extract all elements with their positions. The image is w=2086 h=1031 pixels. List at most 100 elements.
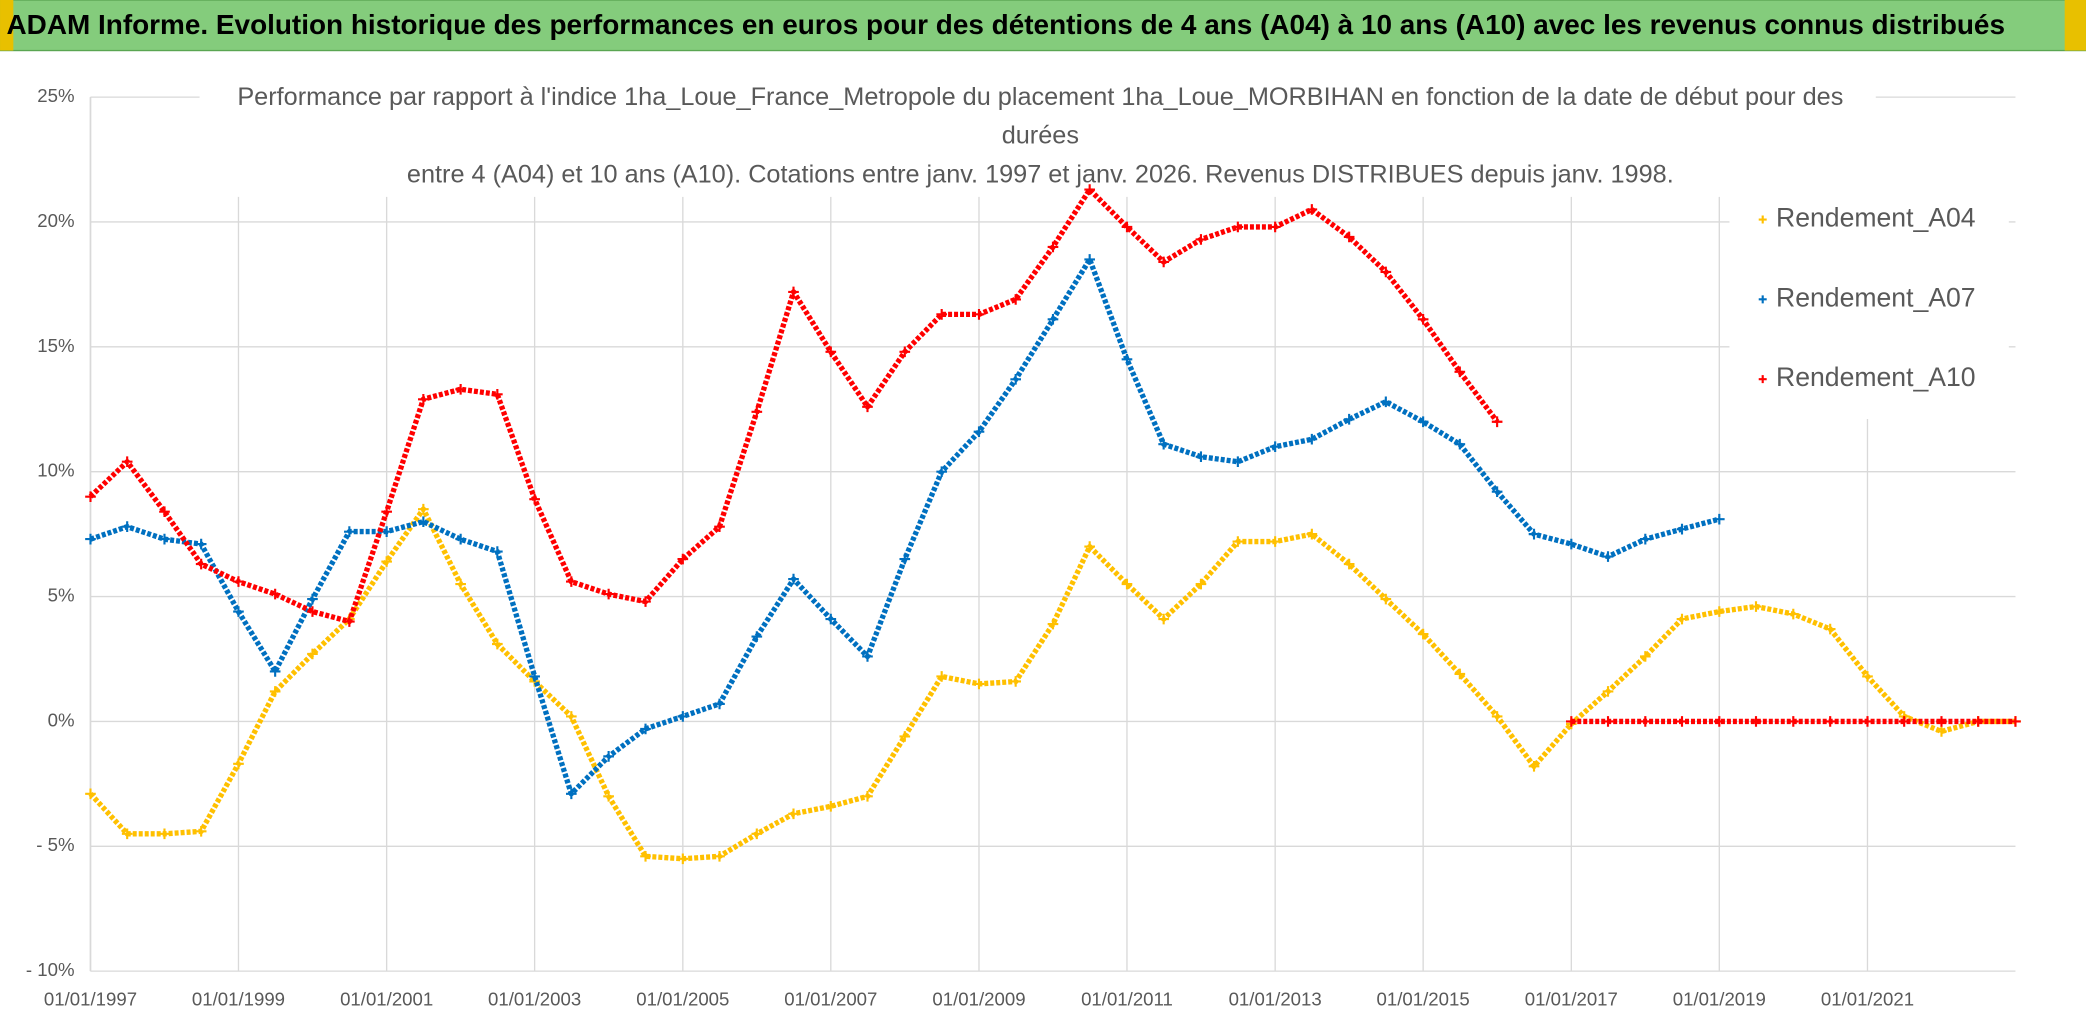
point: [825, 613, 837, 625]
point: [1824, 716, 1836, 727]
point: [1306, 204, 1318, 215]
point: [1758, 375, 1767, 384]
point: [1343, 413, 1355, 425]
point: [1232, 221, 1244, 233]
point: [1417, 416, 1429, 428]
point: [936, 671, 948, 682]
y-tick-label: 10%: [37, 460, 74, 481]
point: [1898, 716, 1910, 727]
point: [714, 850, 725, 862]
legend-label: Rendement_A04: [1776, 203, 1976, 233]
point: [455, 533, 466, 545]
x-tick-label: 01/01/2021: [1821, 988, 1914, 1009]
point: [973, 426, 985, 438]
point: [1787, 716, 1799, 727]
y-tick-label: 5%: [48, 584, 75, 605]
point: [640, 850, 651, 862]
point: [862, 791, 873, 802]
point: [1454, 366, 1466, 378]
point: [1862, 671, 1873, 682]
point: [751, 631, 763, 642]
legend: Rendement_A04 Rendement_A07 Rendement_A10: [1758, 203, 1976, 392]
point: [1417, 314, 1429, 325]
banner: [0, 0, 2086, 52]
point: [195, 558, 207, 570]
y-tick-label: - 10%: [26, 959, 75, 980]
point: [1491, 711, 1503, 722]
point: [1269, 441, 1281, 453]
point: [1047, 314, 1059, 325]
series-line: [88, 506, 2016, 862]
point: [159, 828, 170, 840]
banner-edge: [2064, 0, 2086, 51]
chart-title: entre 4 (A04) et 10 ans (A10). Cotations…: [407, 160, 1674, 188]
point: [1306, 433, 1318, 445]
point: [85, 788, 96, 800]
point: [529, 671, 540, 682]
point: [2010, 716, 2021, 727]
point: [1639, 651, 1651, 662]
point: [1528, 761, 1540, 772]
y-tick-label: 0%: [48, 709, 75, 730]
point: [1676, 523, 1688, 535]
legend-label: Rendement_A10: [1776, 362, 1976, 392]
point: [1158, 438, 1169, 450]
point: [195, 825, 207, 837]
point: [1269, 536, 1281, 547]
x-tick-label: 01/01/2005: [636, 988, 729, 1009]
point: [1121, 353, 1133, 365]
point: [1750, 716, 1762, 727]
point: [418, 503, 429, 515]
point: [1232, 536, 1244, 547]
chart-title: durées: [1002, 122, 1079, 150]
point: [1454, 438, 1466, 450]
point: [640, 723, 651, 735]
banner-edge: [0, 0, 14, 51]
point: [677, 711, 689, 722]
point: [899, 731, 911, 742]
point: [825, 800, 837, 812]
banner-title: ADAM Informe. Evolution historique des p…: [7, 9, 2006, 40]
point: [1787, 608, 1799, 620]
title-backdrop: [199, 77, 1876, 197]
point: [1084, 541, 1095, 552]
point: [1010, 676, 1021, 687]
point: [233, 758, 244, 770]
y-tick-label: 20%: [37, 210, 74, 231]
point: [640, 596, 651, 607]
x-tick-label: 01/01/2013: [1229, 988, 1322, 1009]
plot: [85, 184, 2021, 865]
point: [455, 578, 466, 590]
point: [973, 309, 985, 320]
point: [85, 491, 96, 502]
point: [1047, 241, 1059, 253]
point: [603, 751, 614, 762]
point: [1602, 716, 1614, 727]
point: [1639, 716, 1651, 727]
point: [788, 573, 799, 585]
point: [1047, 618, 1059, 630]
point: [1602, 686, 1614, 697]
point: [825, 346, 837, 358]
point: [1380, 266, 1392, 278]
point: [1713, 513, 1725, 525]
point: [307, 648, 318, 660]
point: [344, 616, 355, 627]
point: [677, 853, 689, 865]
point: [269, 588, 281, 600]
x-tick-label: 01/01/2015: [1377, 988, 1470, 1009]
point: [936, 466, 948, 478]
point: [1936, 716, 1947, 727]
point: [121, 521, 133, 532]
point: [603, 791, 614, 802]
point: [714, 521, 725, 532]
point: [529, 493, 540, 505]
point: [862, 401, 873, 413]
point: [195, 538, 207, 550]
point: [1758, 295, 1767, 304]
point: [1195, 451, 1207, 463]
point: [418, 393, 429, 405]
point: [1676, 613, 1688, 625]
y-tick-label: 15%: [37, 335, 74, 356]
